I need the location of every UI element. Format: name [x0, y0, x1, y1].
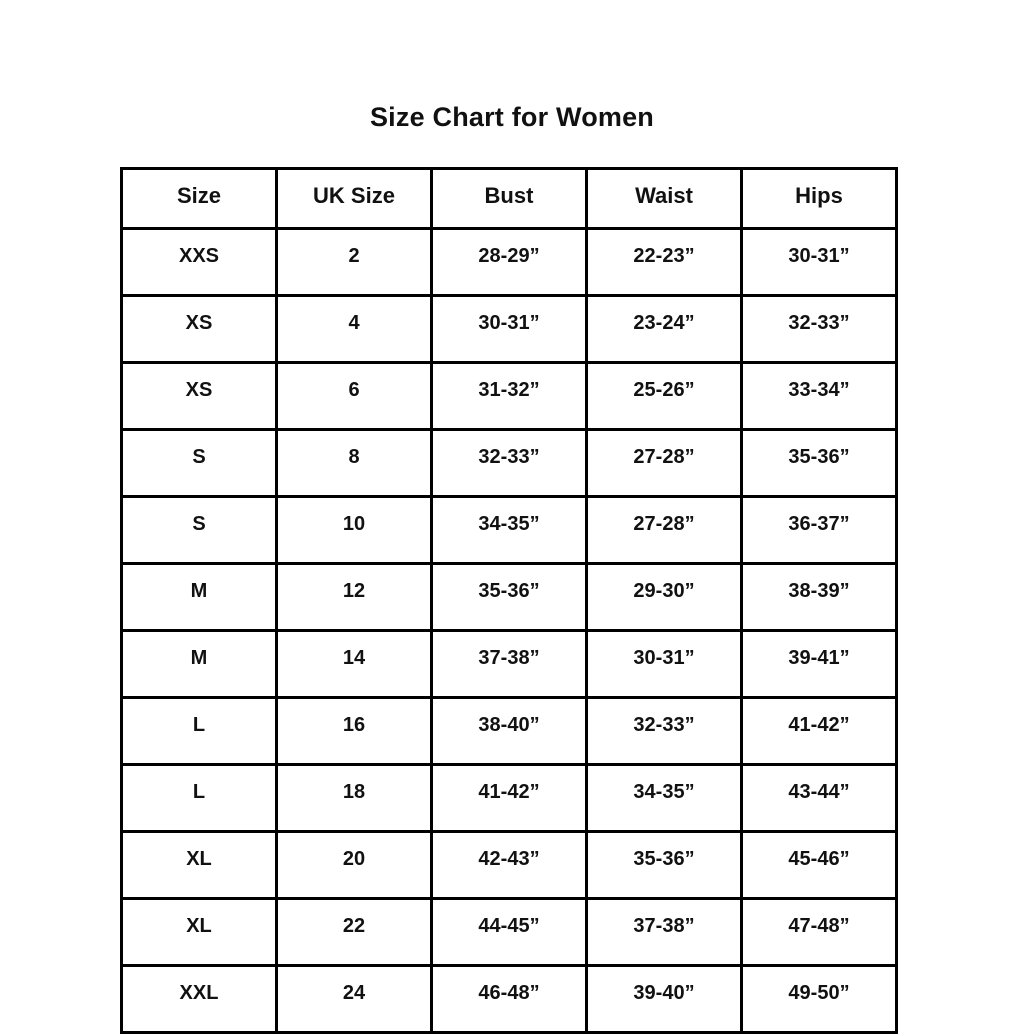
table-cell: 2 — [275, 227, 433, 297]
table-cell: XL — [120, 830, 278, 900]
table-cell: 32-33” — [740, 294, 898, 364]
table-row: S 10 34-35” 27-28” 36-37” — [120, 495, 898, 565]
table-cell: 4 — [275, 294, 433, 364]
column-header-uk-size: UK Size — [275, 167, 433, 230]
column-header-size: Size — [120, 167, 278, 230]
table-row: M 14 37-38” 30-31” 39-41” — [120, 629, 898, 699]
table-cell: 47-48” — [740, 897, 898, 967]
column-header-bust: Bust — [430, 167, 588, 230]
table-cell: 30-31” — [740, 227, 898, 297]
table-row: XL 22 44-45” 37-38” 47-48” — [120, 897, 898, 967]
table-cell: 33-34” — [740, 361, 898, 431]
table-cell: 10 — [275, 495, 433, 565]
column-header-waist: Waist — [585, 167, 743, 230]
table-cell: 32-33” — [585, 696, 743, 766]
table-cell: S — [120, 495, 278, 565]
table-cell: 45-46” — [740, 830, 898, 900]
table-cell: 41-42” — [740, 696, 898, 766]
table-cell: 25-26” — [585, 361, 743, 431]
table-row: XXL 24 46-48” 39-40” 49-50” — [120, 964, 898, 1034]
table-cell: 35-36” — [430, 562, 588, 632]
table-cell: 20 — [275, 830, 433, 900]
table-cell: 38-39” — [740, 562, 898, 632]
table-cell: 39-40” — [585, 964, 743, 1034]
table-cell: 39-41” — [740, 629, 898, 699]
table-row: S 8 32-33” 27-28” 35-36” — [120, 428, 898, 498]
table-row: XL 20 42-43” 35-36” 45-46” — [120, 830, 898, 900]
table-cell: 16 — [275, 696, 433, 766]
table-cell: 37-38” — [585, 897, 743, 967]
table-row: XS 6 31-32” 25-26” 33-34” — [120, 361, 898, 431]
table-cell: 32-33” — [430, 428, 588, 498]
table-cell: 22 — [275, 897, 433, 967]
table-cell: 34-35” — [585, 763, 743, 833]
table-row: M 12 35-36” 29-30” 38-39” — [120, 562, 898, 632]
table-cell: L — [120, 763, 278, 833]
table-cell: 27-28” — [585, 495, 743, 565]
table-cell: XS — [120, 361, 278, 431]
table-cell: 30-31” — [585, 629, 743, 699]
table-cell: 6 — [275, 361, 433, 431]
table-cell: S — [120, 428, 278, 498]
table-cell: 41-42” — [430, 763, 588, 833]
table-cell: M — [120, 562, 278, 632]
table-row: XS 4 30-31” 23-24” 32-33” — [120, 294, 898, 364]
table-cell: 35-36” — [585, 830, 743, 900]
size-table-header: Size UK Size Bust Waist Hips — [120, 167, 898, 230]
table-cell: XXL — [120, 964, 278, 1034]
table-row: XXS 2 28-29” 22-23” 30-31” — [120, 227, 898, 297]
table-cell: XL — [120, 897, 278, 967]
page-title: Size Chart for Women — [369, 102, 655, 132]
table-cell: 8 — [275, 428, 433, 498]
table-cell: 42-43” — [430, 830, 588, 900]
table-cell: 29-30” — [585, 562, 743, 632]
table-cell: 31-32” — [430, 361, 588, 431]
size-chart-table: Size UK Size Bust Waist Hips XXS 2 28-29” 2… — [120, 167, 898, 1034]
table-row: L 18 41-42” 34-35” 43-44” — [120, 763, 898, 833]
table-cell: 35-36” — [740, 428, 898, 498]
table-cell: 43-44” — [740, 763, 898, 833]
table-cell: 22-23” — [585, 227, 743, 297]
table-cell: 24 — [275, 964, 433, 1034]
header-row: Size UK Size Bust Waist Hips — [120, 167, 898, 230]
table-cell: 28-29” — [430, 227, 588, 297]
size-table-body: XXS 2 28-29” 22-23” 30-31” XS 4 30-31” 23-24” 32-… — [120, 227, 898, 1034]
table-cell: 44-45” — [430, 897, 588, 967]
table-cell: L — [120, 696, 278, 766]
table-cell: 38-40” — [430, 696, 588, 766]
table-cell: 46-48” — [430, 964, 588, 1034]
table-row: L 16 38-40” 32-33” 41-42” — [120, 696, 898, 766]
table-cell: 18 — [275, 763, 433, 833]
table-cell: 27-28” — [585, 428, 743, 498]
table-cell: XS — [120, 294, 278, 364]
table-cell: 23-24” — [585, 294, 743, 364]
table-cell: 34-35” — [430, 495, 588, 565]
table-cell: 12 — [275, 562, 433, 632]
table-cell: 30-31” — [430, 294, 588, 364]
table-cell: XXS — [120, 227, 278, 297]
table-cell: 37-38” — [430, 629, 588, 699]
table-cell: 14 — [275, 629, 433, 699]
column-header-hips: Hips — [740, 167, 898, 230]
table-cell: M — [120, 629, 278, 699]
table-cell: 49-50” — [740, 964, 898, 1034]
table-cell: 36-37” — [740, 495, 898, 565]
